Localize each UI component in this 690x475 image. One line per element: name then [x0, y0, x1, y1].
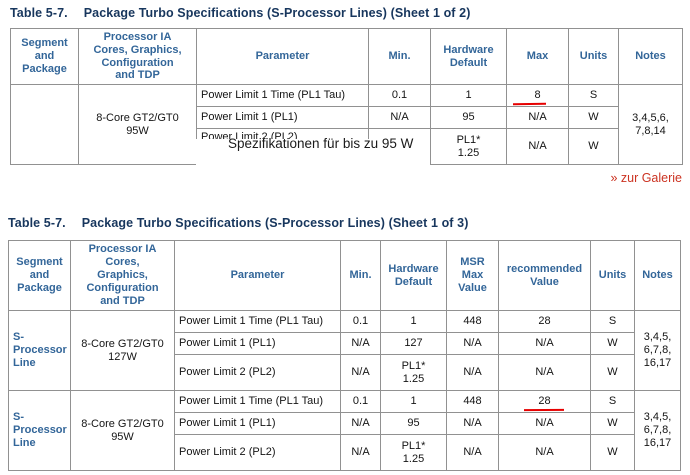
table1-header-segment: Segment and Package	[10, 28, 79, 85]
units-cell: W	[568, 106, 619, 129]
parameter-cell: Power Limit 2 (PL2)	[174, 434, 341, 471]
table-row: Power Limit 2 (PL2) N/A PL1* 1.25 N/A N/…	[9, 434, 681, 471]
table1-segment-cell	[10, 84, 79, 165]
hw-default-cell: 1	[380, 310, 447, 333]
table1-title: Table 5-7. Package Turbo Specifications (…	[10, 6, 470, 20]
table2-header-row: Segment and Package Processor IA Cores, …	[8, 240, 681, 311]
parameter-cell: Power Limit 2 (PL2)	[174, 354, 341, 391]
table2-header-parameter: Parameter	[174, 240, 341, 311]
recommended-cell: N/A	[498, 412, 591, 435]
table1-header-units: Units	[568, 28, 619, 85]
units-cell: W	[590, 354, 635, 391]
hw-default-cell: 95	[430, 106, 507, 129]
table1-package-turbo-specs: Segment and Package Processor IA Cores, …	[10, 28, 683, 165]
max-cell: N/A	[506, 128, 569, 165]
table1-header-hw-default: Hardware Default	[430, 28, 507, 85]
min-cell: N/A	[340, 412, 381, 435]
parameter-cell: Power Limit 1 (PL1)	[174, 412, 341, 435]
table2-header-recommended: recommended Value	[498, 240, 591, 311]
msr-max-cell: 448	[446, 310, 499, 333]
table1-header-row: Segment and Package Processor IA Cores, …	[10, 28, 683, 85]
table2-header-processor: Processor IA Cores, Graphics, Configurat…	[70, 240, 175, 311]
msr-max-cell: N/A	[446, 354, 499, 391]
recommended-cell: 28	[498, 390, 591, 413]
image-caption: Spezifikationen für bis zu 95 W	[228, 136, 414, 151]
hw-default-cell: 1	[430, 84, 507, 107]
max-cell: N/A	[506, 106, 569, 129]
table-row: 8-Core GT2/GT0 95W Power Limit 1 Time (P…	[10, 84, 683, 165]
table2-header-segment: Segment and Package	[8, 240, 71, 311]
min-cell: 0.1	[368, 84, 431, 107]
min-cell: N/A	[340, 332, 381, 355]
table-row: Power Limit 1 (PL1) N/A 127 N/A N/A W	[9, 332, 681, 355]
table1-title-label: Table 5-7.	[10, 6, 68, 20]
units-cell: S	[568, 84, 619, 107]
min-cell: N/A	[368, 106, 431, 129]
min-cell: 0.1	[340, 310, 381, 333]
table1-header-processor: Processor IA Cores, Graphics, Configurat…	[78, 28, 197, 85]
caption-background-patch	[196, 139, 430, 175]
table1-config-cell: 8-Core GT2/GT0 95W	[78, 84, 197, 165]
table1-header-min: Min.	[368, 28, 431, 85]
min-cell: N/A	[340, 434, 381, 471]
table2-header-hw-default: Hardware Default	[380, 240, 447, 311]
table2-header-msr-max: MSR Max Value	[446, 240, 499, 311]
hw-default-cell: PL1* 1.25	[430, 128, 507, 165]
units-cell: W	[590, 332, 635, 355]
msr-max-cell: N/A	[446, 412, 499, 435]
red-underline-recommended-28	[523, 408, 565, 412]
msr-max-cell: 448	[446, 390, 499, 413]
units-cell: W	[590, 412, 635, 435]
config-cell: 8-Core GT2/GT0 95W	[70, 390, 175, 471]
table2-title: Table 5-7. Package Turbo Specifications (…	[8, 216, 468, 230]
table-row: Power Limit 1 (PL1) N/A 95 N/A W	[11, 106, 683, 129]
segment-cell: S- Processor Line	[8, 390, 71, 471]
units-cell: W	[568, 128, 619, 165]
table2-header-units: Units	[590, 240, 635, 311]
parameter-cell: Power Limit 1 (PL1)	[196, 106, 369, 129]
recommended-cell: N/A	[498, 434, 591, 471]
table1-header-parameter: Parameter	[196, 28, 369, 85]
hw-default-cell: PL1* 1.25	[380, 354, 447, 391]
parameter-cell: Power Limit 1 Time (PL1 Tau)	[174, 390, 341, 413]
table2-title-text: Package Turbo Specifications (S-Processo…	[81, 216, 469, 230]
gallery-link[interactable]: » zur Galerie	[610, 171, 682, 185]
recommended-cell: 28	[498, 310, 591, 333]
msr-max-cell: N/A	[446, 434, 499, 471]
table-row: Power Limit 1 (PL1) N/A 95 N/A N/A W	[9, 412, 681, 435]
hw-default-cell: 95	[380, 412, 447, 435]
min-cell: 0.1	[340, 390, 381, 413]
units-cell: S	[590, 390, 635, 413]
table1-title-text: Package Turbo Specifications (S-Processo…	[83, 6, 471, 20]
table1-header-max: Max	[506, 28, 569, 85]
min-cell: N/A	[340, 354, 381, 391]
units-cell: W	[590, 434, 635, 471]
notes-cell: 3,4,5, 6,7,8, 16,17	[634, 390, 681, 471]
notes-cell: 3,4,5, 6,7,8, 16,17	[634, 310, 681, 391]
hw-default-cell: 127	[380, 332, 447, 355]
parameter-cell: Power Limit 1 (PL1)	[174, 332, 341, 355]
hw-default-cell: PL1* 1.25	[380, 434, 447, 471]
recommended-cell: N/A	[498, 332, 591, 355]
units-cell: S	[590, 310, 635, 333]
table2-header-notes: Notes	[634, 240, 681, 311]
segment-cell: S- Processor Line	[8, 310, 71, 391]
config-cell: 8-Core GT2/GT0 127W	[70, 310, 175, 391]
hw-default-cell: 1	[380, 390, 447, 413]
table-row: S- Processor Line 8-Core GT2/GT0 95W Pow…	[8, 390, 681, 471]
table-row: S- Processor Line 8-Core GT2/GT0 127W Po…	[8, 310, 681, 391]
notes-cell: 3,4,5,6, 7,8,14	[618, 84, 683, 165]
table1-header-notes: Notes	[618, 28, 683, 85]
parameter-cell: Power Limit 1 Time (PL1 Tau)	[196, 84, 369, 107]
parameter-cell: Power Limit 1 Time (PL1 Tau)	[174, 310, 341, 333]
table2-package-turbo-specs: Segment and Package Processor IA Cores, …	[8, 240, 681, 471]
msr-max-cell: N/A	[446, 332, 499, 355]
recommended-cell: N/A	[498, 354, 591, 391]
table2-header-min: Min.	[340, 240, 381, 311]
table2-title-label: Table 5-7.	[8, 216, 66, 230]
